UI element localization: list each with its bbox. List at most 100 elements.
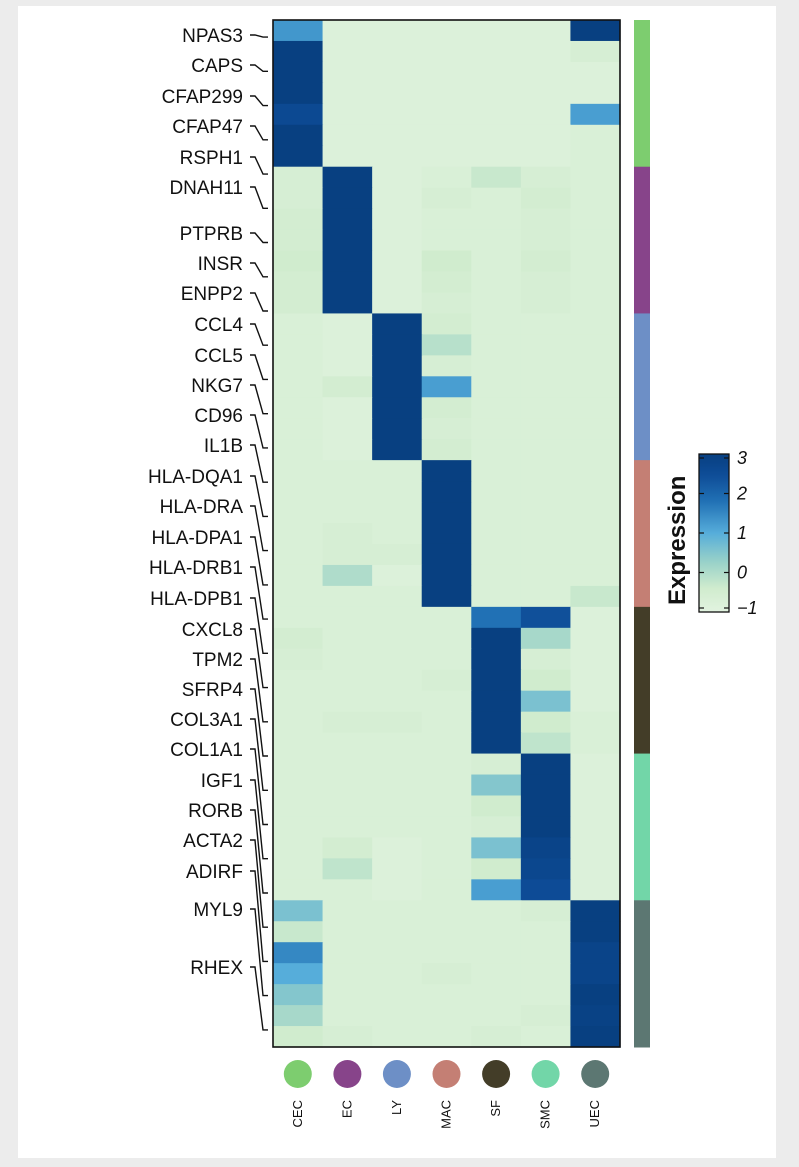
gene-leader-line — [250, 292, 268, 312]
heatmap-cell — [520, 837, 572, 859]
heatmap-cell — [570, 334, 621, 356]
gene-leader-line — [250, 908, 268, 997]
heatmap-cell — [570, 669, 621, 692]
heatmap-cell — [372, 502, 423, 524]
heatmap-cell — [570, 397, 621, 419]
heatmap-cell — [273, 942, 324, 964]
heatmap-cell — [520, 648, 572, 671]
heatmap-cell — [322, 879, 373, 901]
heatmap-cell — [570, 816, 621, 839]
gene-leader-line — [250, 95, 268, 107]
gene-leader-line — [250, 186, 268, 209]
heatmap-cell — [322, 229, 373, 252]
heatmap-cell — [273, 816, 324, 839]
heatmap-cell — [471, 418, 522, 440]
row-annotation-segment — [634, 20, 650, 168]
gene-label: RSPH1 — [180, 148, 243, 169]
heatmap-cell — [520, 690, 572, 713]
column-annotation-dot — [432, 1060, 461, 1088]
heatmap-cell — [273, 124, 324, 147]
heatmap-cell — [273, 418, 324, 440]
column-annotation-dot — [531, 1060, 560, 1088]
heatmap-cell — [570, 124, 621, 147]
gene-label: PTPRB — [180, 224, 243, 245]
heatmap-cell — [471, 250, 522, 273]
heatmap-cell — [520, 585, 572, 608]
heatmap-cell — [372, 585, 423, 608]
heatmap-cell — [471, 711, 522, 734]
heatmap-cell — [471, 921, 522, 943]
heatmap-cell — [372, 963, 423, 985]
heatmap-cell — [322, 942, 373, 964]
column-label: SF — [488, 1100, 503, 1117]
heatmap-cell — [322, 82, 373, 105]
heatmap-cell — [322, 208, 373, 231]
column-label: MAC — [439, 1100, 454, 1129]
heatmap-cell — [520, 942, 572, 964]
heatmap-cell — [322, 795, 373, 818]
heatmap-cell — [273, 627, 324, 650]
heatmap-cell — [570, 439, 621, 461]
heatmap-cell — [322, 858, 373, 880]
gene-label: CAPS — [191, 56, 243, 77]
heatmap-cell — [471, 984, 522, 1006]
heatmap-cell — [421, 543, 472, 566]
heatmap-cell — [570, 61, 621, 84]
gene-label: DNAH11 — [169, 178, 243, 199]
heatmap-cell — [520, 208, 572, 231]
heatmap-cell — [421, 460, 472, 482]
heatmap-cell — [421, 502, 472, 524]
heatmap-cell — [520, 627, 572, 650]
heatmap-cell — [471, 292, 522, 315]
heatmap-cell — [372, 61, 423, 84]
gene-label: ACTA2 — [183, 831, 243, 852]
heatmap-cell — [471, 20, 522, 42]
heatmap-cell — [570, 879, 621, 901]
column-annotation-dot — [482, 1060, 511, 1088]
heatmap-cell — [471, 355, 522, 377]
heatmap-cell — [273, 61, 324, 84]
row-annotation-segment — [634, 460, 650, 608]
heatmap-cell — [322, 648, 373, 671]
heatmap-cell — [421, 145, 472, 168]
heatmap-cell — [273, 523, 324, 545]
heatmap-cell — [372, 292, 423, 315]
heatmap-cell — [570, 418, 621, 440]
heatmap-cell — [322, 271, 373, 294]
heatmap-cell — [520, 187, 572, 210]
heatmap-cell — [322, 124, 373, 147]
heatmap-cell — [372, 984, 423, 1006]
heatmap-cell — [372, 460, 423, 482]
heatmap-cell — [273, 564, 324, 587]
heatmap-cell — [372, 334, 423, 356]
heatmap-cell — [471, 753, 522, 776]
heatmap-cell — [322, 187, 373, 210]
heatmap-cell — [273, 606, 324, 629]
gene-leader-line — [250, 966, 268, 1031]
heatmap-cell — [520, 250, 572, 273]
heatmap-cell — [322, 355, 373, 377]
heatmap-cell — [273, 774, 324, 797]
heatmap-cell — [273, 376, 324, 398]
heatmap-cell — [273, 292, 324, 315]
colorbar-tick-label: −1 — [737, 598, 758, 618]
heatmap-cell — [471, 879, 522, 901]
heatmap-cell — [520, 418, 572, 440]
gene-labels: NPAS3 CAPS CFAP299 CFAP47 RSPH1 DNAH11 PTPRB IN… — [148, 26, 243, 979]
heatmap-cell — [322, 816, 373, 839]
row-annotation-segment — [634, 313, 650, 461]
heatmap-cell — [372, 690, 423, 713]
heatmap-cell — [421, 82, 472, 105]
row-annotation-segment — [634, 166, 650, 314]
gene-label: MYL9 — [193, 900, 243, 921]
heatmap-cell — [372, 250, 423, 273]
heatmap-cell — [421, 292, 472, 315]
heatmap-cell — [471, 145, 522, 168]
heatmap-cell — [372, 879, 423, 901]
heatmap-cell — [322, 627, 373, 650]
heatmap-cell — [322, 481, 373, 503]
gene-label: RORB — [188, 801, 243, 822]
heatmap-cell — [421, 124, 472, 147]
heatmap-cell — [273, 543, 324, 566]
heatmap-cell — [471, 481, 522, 503]
